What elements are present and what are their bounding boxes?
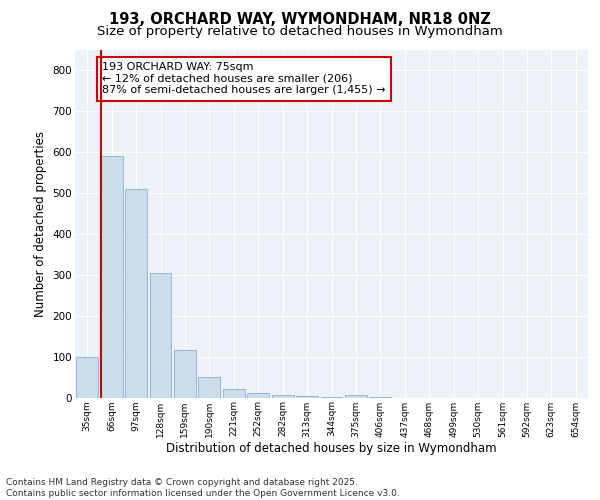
Bar [125,189,147,398]
Bar [76,356,98,398]
Text: Contains HM Land Registry data © Crown copyright and database right 2025.
Contai: Contains HM Land Registry data © Crown c… [6,478,400,498]
Bar [174,350,196,398]
Text: 193, ORCHARD WAY, WYMONDHAM, NR18 0NZ: 193, ORCHARD WAY, WYMONDHAM, NR18 0NZ [109,12,491,28]
Bar [149,273,172,398]
Bar [345,396,367,398]
Bar [101,156,122,398]
Bar [199,377,220,398]
Text: Size of property relative to detached houses in Wymondham: Size of property relative to detached ho… [97,25,503,38]
Y-axis label: Number of detached properties: Number of detached properties [34,130,47,317]
Bar [223,390,245,398]
X-axis label: Distribution of detached houses by size in Wymondham: Distribution of detached houses by size … [166,442,497,455]
Bar [320,396,343,398]
Text: 193 ORCHARD WAY: 75sqm
← 12% of detached houses are smaller (206)
87% of semi-de: 193 ORCHARD WAY: 75sqm ← 12% of detached… [103,62,386,96]
Bar [247,394,269,398]
Bar [272,396,293,398]
Bar [296,396,318,398]
